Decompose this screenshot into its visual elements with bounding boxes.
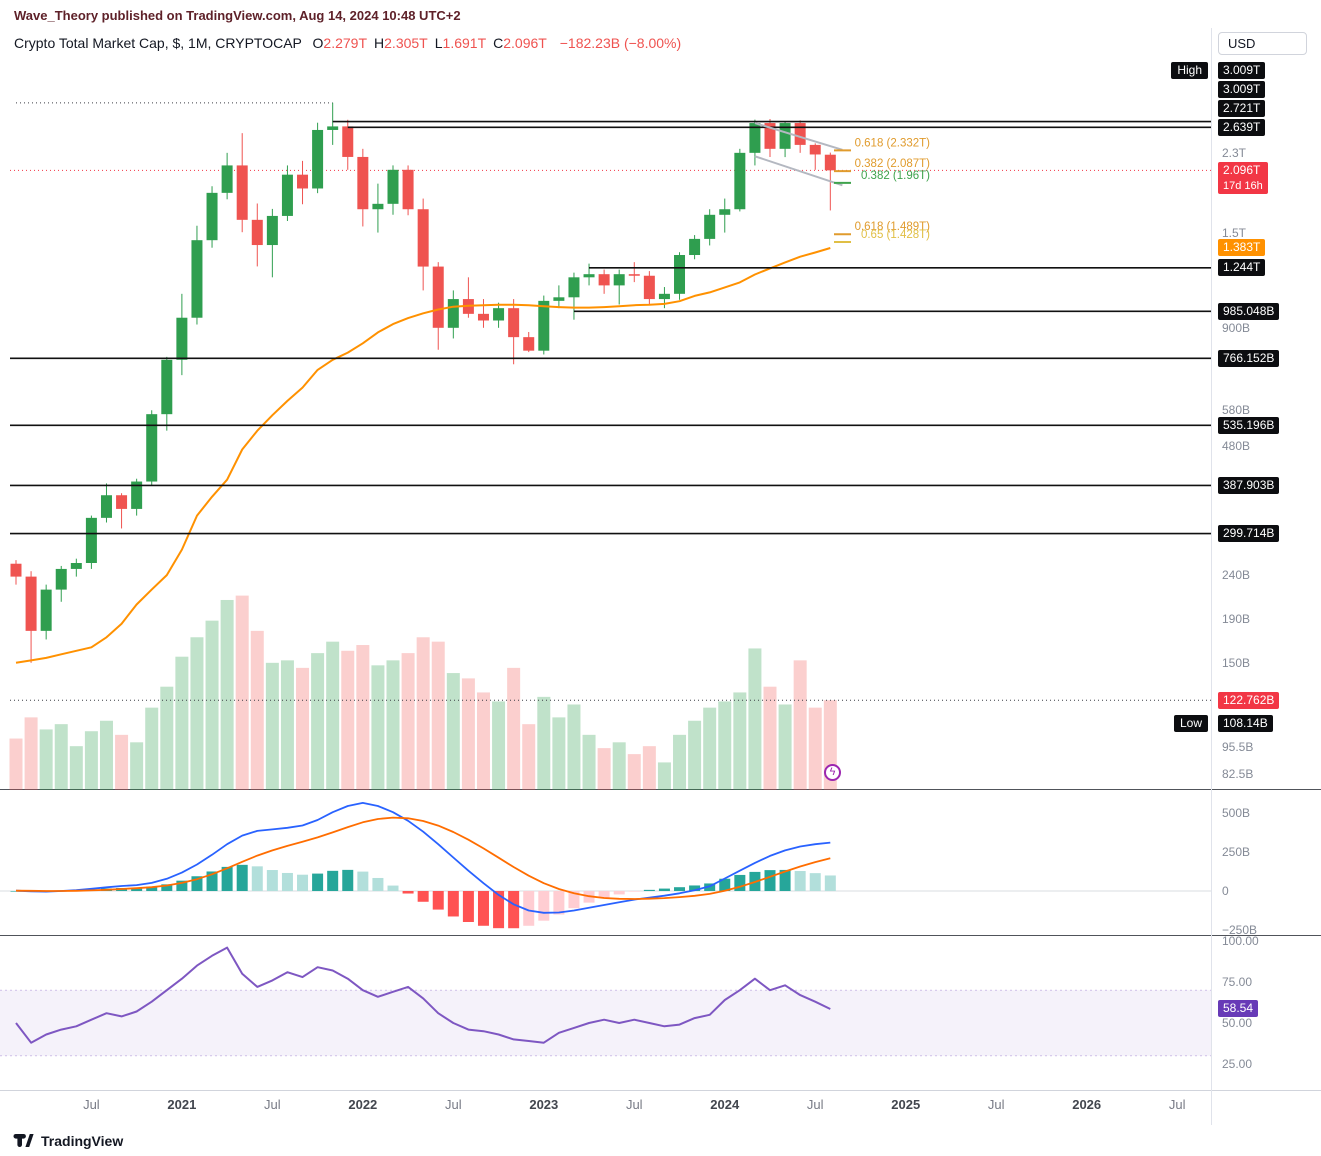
macd-line [15,802,831,914]
price-axis-label: 580B [1222,403,1251,418]
time-axis-label: 2022 [348,1097,378,1112]
level-badge: 985.048B [1218,302,1280,320]
horizontal-levels [10,120,1211,535]
volume-histogram [9,595,837,790]
attribution: Wave_Theory published on TradingView.com… [14,8,461,23]
rsi-axis-label: 50.00 [1222,1016,1253,1030]
dotted-lines [10,102,1211,701]
rsi-line [15,946,831,1044]
level-badge: 535.196B [1218,416,1280,434]
macd-axis-label: 500B [1222,806,1251,820]
tradingview-logo[interactable]: TradingView [13,1130,123,1151]
symbol-title[interactable]: Crypto Total Market Cap, $, 1M, CRYPTOCA… [14,35,302,51]
svg-text:0.65 (1.428T): 0.65 (1.428T) [861,229,930,241]
time-axis-label: Jul [806,1097,824,1112]
ohlc-value: 1.691T [442,35,487,51]
svg-text:0.382 (1.96T): 0.382 (1.96T) [861,170,930,182]
level-badge: 3.009T [1218,61,1266,79]
level-badge: 2.721T [1218,99,1266,117]
level-badge: 108.14B [1218,715,1273,733]
price-axis-label: 2.3T [1222,146,1247,160]
price-axis-label: 1.5T [1222,225,1247,240]
time-axis-label: Jul [83,1097,100,1112]
level-badge: 2.639T [1218,118,1266,136]
macd-signal-line [15,816,831,900]
time-axis-label: Jul [625,1097,643,1112]
ma-value-badge: 1.383T [1218,239,1266,257]
level-badge: 1.244T [1218,259,1266,277]
symbol-info-row: Crypto Total Market Cap, $, 1M, CRYPTOCA… [14,35,681,51]
macd-histogram [10,864,836,929]
ohlc-value: 2.096T [503,35,547,51]
rsi-axis-label: 100.00 [1222,934,1259,948]
candles [10,102,836,663]
time-axis-label: 2026 [1072,1097,1102,1112]
level-badge: 299.714B [1218,525,1280,543]
rsi-axis-label: 75.00 [1222,975,1253,989]
price-axis-label: 82.5B [1222,767,1254,782]
time-axis-label: 2025 [891,1097,921,1112]
time-axis-label: Jul [445,1097,462,1112]
svg-text:0.382 (2.087T): 0.382 (2.087T) [855,158,931,170]
ohlc-label: O [312,35,324,51]
ma-line [15,247,831,664]
time-axis-label: 2021 [167,1097,197,1112]
macd-axis-label: 0 [1222,884,1229,898]
trend-lines [754,122,843,187]
volume-value-badge: 122.762B [1218,691,1280,709]
tradingview-logo-text: TradingView [41,1132,124,1149]
currency-toggle-button[interactable]: USD [1218,32,1307,55]
time-axis-label: Jul [264,1097,281,1112]
ohlc-values: O2.279T H2.305T L1.691T C2.096T [306,35,547,51]
price-axis-label: 190B [1222,611,1251,626]
svg-text:0.618 (1.489T): 0.618 (1.489T) [855,221,931,233]
price-axis-label: 95.5B [1222,740,1254,755]
price-axis-label: 150B [1222,655,1251,670]
rsi-value-badge: 58.54 [1218,1000,1259,1018]
ohlc-label: L [434,35,443,51]
rsi-band [0,990,1211,1056]
ohlc-value: 2.279T [323,35,368,51]
price-axis-label: 240B [1222,568,1251,583]
bar-countdown: 17d 16h [1223,179,1263,192]
ohlc-label: H [374,35,385,51]
time-axis-label: 2024 [710,1097,740,1112]
fib-labels: 0.618 (2.332T) 0.382 (2.087T)0.382 (1.96T… [834,137,931,244]
price-axis-label: 900B [1222,321,1251,336]
current-price-badge: 2.096T 17d 16h [1218,161,1268,194]
level-badge: 3.009T [1218,80,1266,98]
level-badge: 387.903B [1218,476,1280,494]
time-axis-label: Jul [987,1097,1005,1112]
tradingview-logo-icon [13,1134,34,1147]
ohlc-label: C [493,35,504,51]
low-badge: Low [1173,715,1208,733]
change-value: −182.23B (−8.00%) [559,35,682,51]
flash-icon[interactable]: ϟ [824,764,841,781]
ohlc-value: 2.305T [384,35,428,51]
time-axis-label: Jul [1168,1097,1186,1112]
time-axis-label: 2023 [529,1097,559,1112]
level-badge: 766.152B [1218,349,1280,367]
price-axis-label: 480B [1222,438,1251,453]
high-badge: High [1171,61,1208,79]
macd-axis-label: 250B [1222,845,1251,859]
svg-text:0.618 (2.332T): 0.618 (2.332T) [855,137,931,149]
rsi-axis-label: 25.00 [1222,1057,1253,1071]
macd-axis-label: −250B [1222,923,1258,937]
